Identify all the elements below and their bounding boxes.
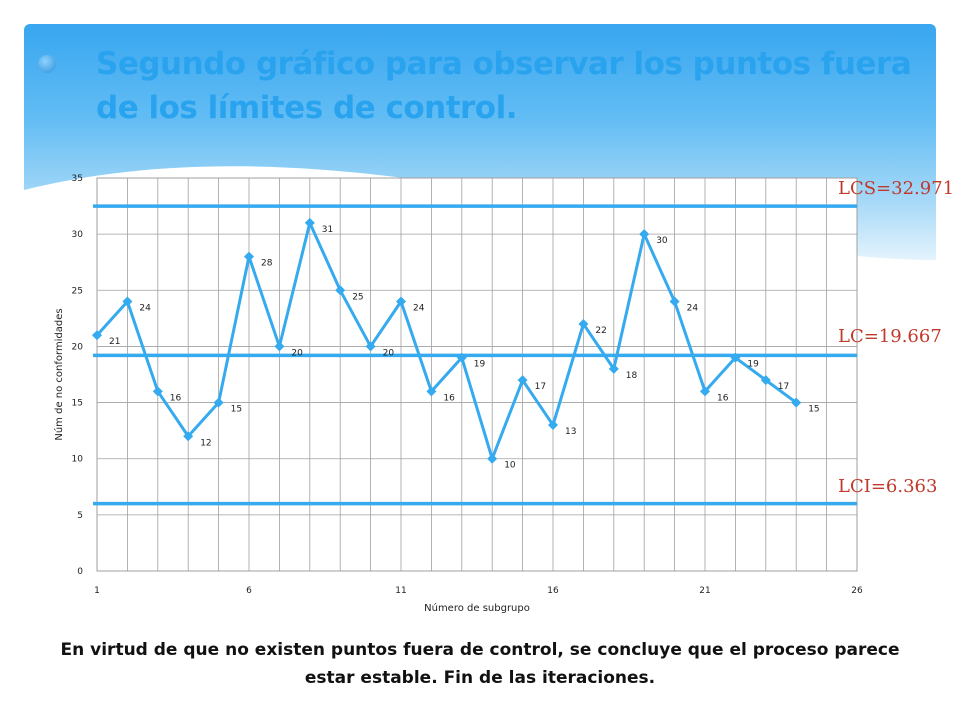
x-tick-label: 21 [699,586,710,596]
data-label: 19 [474,360,486,370]
y-tick-label: 5 [77,511,83,521]
series-line [92,217,802,464]
data-label: 24 [413,304,425,314]
y-axis-title: Núm de no conformidades [53,308,65,440]
y-tick-label: 35 [72,174,83,184]
data-point-marker [578,318,589,329]
data-label: 24 [139,304,151,314]
data-label: 24 [687,304,699,314]
bullet-icon [38,55,56,73]
data-point-marker [122,296,133,307]
x-tick-label: 26 [851,586,863,596]
data-label: 31 [322,225,333,235]
data-point-marker [548,420,558,431]
y-tick-label: 0 [77,567,83,577]
y-tick-label: 10 [72,455,84,465]
y-tick-label: 30 [72,230,84,240]
data-point-marker [365,341,376,352]
data-point-marker [304,217,315,228]
data-label: 15 [808,405,819,415]
data-point-marker [213,397,224,408]
data-label: 22 [595,326,606,336]
data-point-marker [92,330,102,341]
data-label: 17 [535,382,546,392]
data-label: 12 [200,438,211,448]
data-point-marker [608,363,619,374]
data-label: 25 [352,292,363,302]
data-label: 20 [383,348,395,358]
control-limits [93,204,857,506]
conclusion-caption: En virtud de que no existen puntos fuera… [60,640,900,688]
data-point-marker [244,251,254,262]
data-label: 15 [231,405,242,415]
slide-title: Segundo gráfico para observar los puntos… [96,46,912,126]
data-point-marker [669,296,680,307]
data-label: 28 [261,259,273,269]
cl-label: LC=19.667 [838,326,942,347]
x-tick-label: 16 [547,586,559,596]
data-point-marker [152,386,163,397]
lcl-label: LCI=6.363 [838,476,938,497]
data-label: 18 [626,371,638,381]
ucl-label: LCS=32.971 [838,178,955,199]
y-tick-label: 25 [72,286,83,296]
data-point-marker [274,341,285,352]
data-label: 16 [443,393,455,403]
x-tick-label: 11 [395,586,406,596]
data-point-marker [487,453,498,464]
data-label: 17 [778,382,789,392]
data-point-marker [791,397,802,408]
data-point-marker [426,386,437,397]
data-label: 19 [747,360,759,370]
data-label: 16 [170,393,182,403]
y-tick-label: 20 [72,342,84,352]
plot-area [96,177,858,572]
data-point-marker [730,352,741,363]
x-axis-title: Número de subgrupo [424,602,530,614]
data-point-marker [335,285,346,296]
data-point-marker [639,229,650,240]
data-point-marker [700,386,710,397]
data-point-marker [183,431,194,442]
chart-grid [96,177,858,572]
x-tick-label: 1 [94,586,100,596]
y-tick-label: 15 [72,399,83,409]
data-label: 21 [109,337,120,347]
data-label: 10 [504,461,516,471]
x-tick-label: 6 [246,586,252,596]
data-point-marker [760,375,771,386]
data-point-marker [456,352,467,363]
data-label: 20 [291,348,303,358]
data-label: 16 [717,393,729,403]
data-label: 30 [656,236,668,246]
data-point-marker [396,296,406,307]
data-label: 13 [565,427,576,437]
data-point-marker [517,375,528,386]
data-labels: 21 24 16 12 15 28 20 31 25 20 24 16 19 10 17 13 22 18 30 24… [109,225,820,471]
series-polyline [95,221,798,461]
